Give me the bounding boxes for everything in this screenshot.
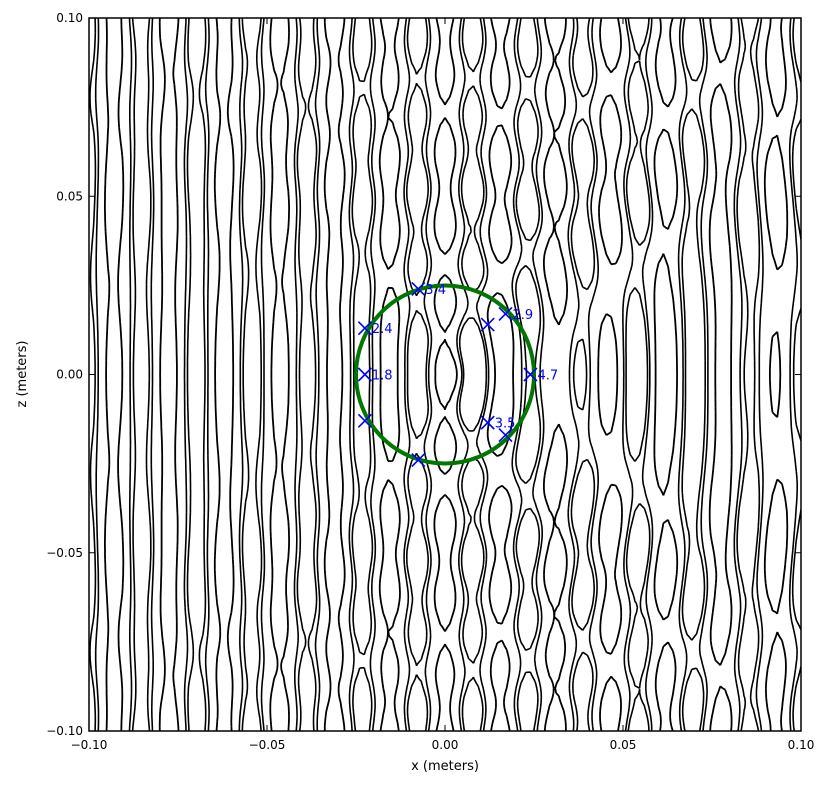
measurement-marker [480,317,495,332]
x-tick-label: −0.10 [71,738,108,752]
overlay: 3.4 2.9 2.4 1.8 4.7 3.5 [354,281,558,468]
contour-negative [89,18,801,731]
y-axis-label: z (meters) [15,341,30,408]
measurement-marker [498,428,513,443]
x-axis-label: x (meters) [411,759,479,774]
contour-positive [104,18,789,731]
marker-label: 3.5 [495,417,516,432]
y-tick-label: −0.10 [46,724,83,738]
measurement-marker [411,452,426,468]
contour-negative [94,18,798,731]
y-tick-label: 0.05 [56,189,83,203]
y-tick-label: 0.00 [56,368,83,382]
x-tick-label: 0.05 [610,738,637,752]
marker-label: 3.4 [425,283,446,298]
y-tick-label: −0.05 [46,546,83,560]
marker-label: 2.9 [513,308,534,323]
axis-ticks: −0.10 −0.05 0.00 0.05 0.10 −0.10 −0.05 0.00 0.05… [46,11,814,752]
measurement-marker [357,367,372,382]
measurement-marker [411,281,426,297]
x-tick-label: 0.00 [432,738,459,752]
measurement-marker [357,413,372,428]
measurement-marker [480,415,495,430]
measurement-marker [498,306,513,321]
marker-label: 2.4 [372,322,393,337]
plot-frame [88,17,802,732]
contour-lines [89,18,801,731]
x-tick-label: 0.10 [788,738,815,752]
measurement-marker [357,321,372,336]
marker-label: 4.7 [537,369,558,384]
y-tick-label: 0.10 [56,11,83,25]
measurement-marker [523,367,538,382]
boundary-circle [354,283,536,466]
x-tick-label: −0.05 [249,738,286,752]
marker-label: 1.8 [372,369,393,384]
